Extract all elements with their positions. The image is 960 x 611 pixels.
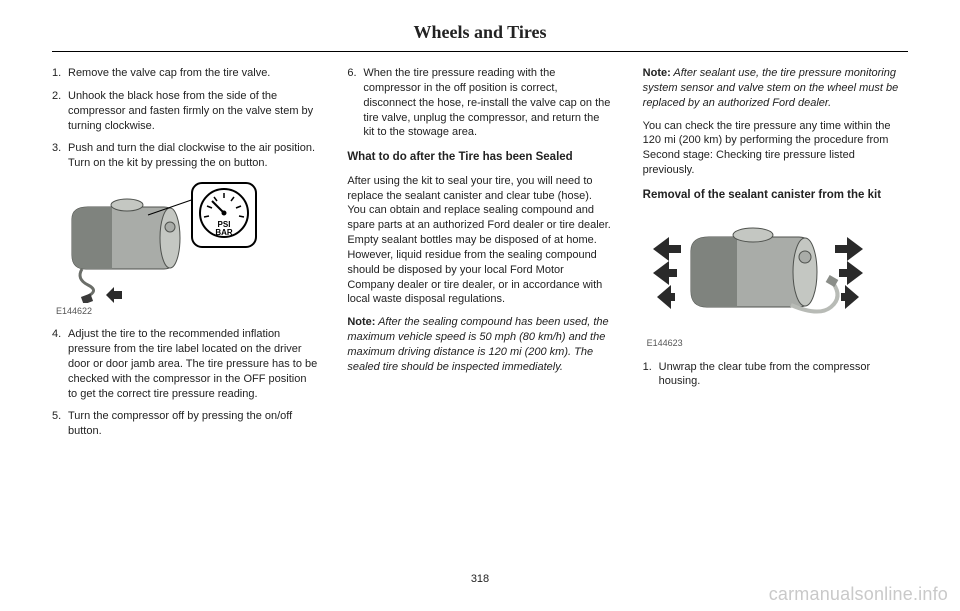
col2-para1: After using the kit to seal your tire, y… xyxy=(347,174,612,308)
col2-note1: Note: After the sealing compound has bee… xyxy=(347,315,612,374)
col2-list-a: 6.When the tire pressure reading with th… xyxy=(347,66,612,140)
note-label: Note: xyxy=(347,316,375,328)
list-item: 5.Turn the compressor off by pressing th… xyxy=(52,409,317,439)
note-body: After the sealing compound has been used… xyxy=(347,316,608,373)
list-item: 4.Adjust the tire to the recommended inf… xyxy=(52,327,317,401)
list-text: Remove the valve cap from the tire valve… xyxy=(68,66,270,81)
figure-compressor-canister xyxy=(643,211,853,335)
watermark: carmanualsonline.info xyxy=(769,584,948,605)
list-number: 1. xyxy=(643,360,659,390)
list-text: Unhook the black hose from the side of t… xyxy=(68,89,317,134)
col2-subhead: What to do after the Tire has been Seale… xyxy=(347,150,612,166)
list-number: 1. xyxy=(52,66,68,81)
col3-note1: Note: After sealant use, the tire pressu… xyxy=(643,66,908,111)
list-item: 3.Push and turn the dial clockwise to th… xyxy=(52,141,317,171)
figure-compressor-gauge: PSI BAR xyxy=(52,179,262,303)
list-text: Unwrap the clear tube from the compresso… xyxy=(659,360,908,390)
list-number: 2. xyxy=(52,89,68,134)
page-title: Wheels and Tires xyxy=(0,0,960,51)
compressor-canister-icon xyxy=(643,211,873,335)
col1-list-b: 4.Adjust the tire to the recommended inf… xyxy=(52,327,317,439)
content-columns: 1.Remove the valve cap from the tire val… xyxy=(0,66,960,447)
list-item: 2.Unhook the black hose from the side of… xyxy=(52,89,317,134)
list-item: 1.Remove the valve cap from the tire val… xyxy=(52,66,317,81)
note-label: Note: xyxy=(643,67,671,79)
col3-list-a: 1.Unwrap the clear tube from the compres… xyxy=(643,360,908,390)
note-body: After sealant use, the tire pressure mon… xyxy=(643,67,899,109)
column-1: 1.Remove the valve cap from the tire val… xyxy=(52,66,317,447)
svg-text:BAR: BAR xyxy=(215,228,233,237)
list-item: 6.When the tire pressure reading with th… xyxy=(347,66,612,140)
list-number: 4. xyxy=(52,327,68,401)
list-text: Push and turn the dial clockwise to the … xyxy=(68,141,317,171)
col3-subhead: Removal of the sealant canister from the… xyxy=(643,188,908,204)
list-item: 1.Unwrap the clear tube from the compres… xyxy=(643,360,908,390)
figure-caption: E144622 xyxy=(56,305,317,317)
list-text: When the tire pressure reading with the … xyxy=(363,66,612,140)
list-text: Adjust the tire to the recommended infla… xyxy=(68,327,317,401)
figure-caption: E144623 xyxy=(647,337,908,349)
col1-list-a: 1.Remove the valve cap from the tire val… xyxy=(52,66,317,171)
list-number: 6. xyxy=(347,66,363,140)
list-number: 5. xyxy=(52,409,68,439)
list-text: Turn the compressor off by pressing the … xyxy=(68,409,317,439)
column-2: 6.When the tire pressure reading with th… xyxy=(347,66,612,447)
title-divider xyxy=(52,51,908,52)
column-3: Note: After sealant use, the tire pressu… xyxy=(643,66,908,447)
list-number: 3. xyxy=(52,141,68,171)
col3-para1: You can check the tire pressure any time… xyxy=(643,119,908,178)
compressor-gauge-icon: PSI BAR xyxy=(52,179,262,303)
